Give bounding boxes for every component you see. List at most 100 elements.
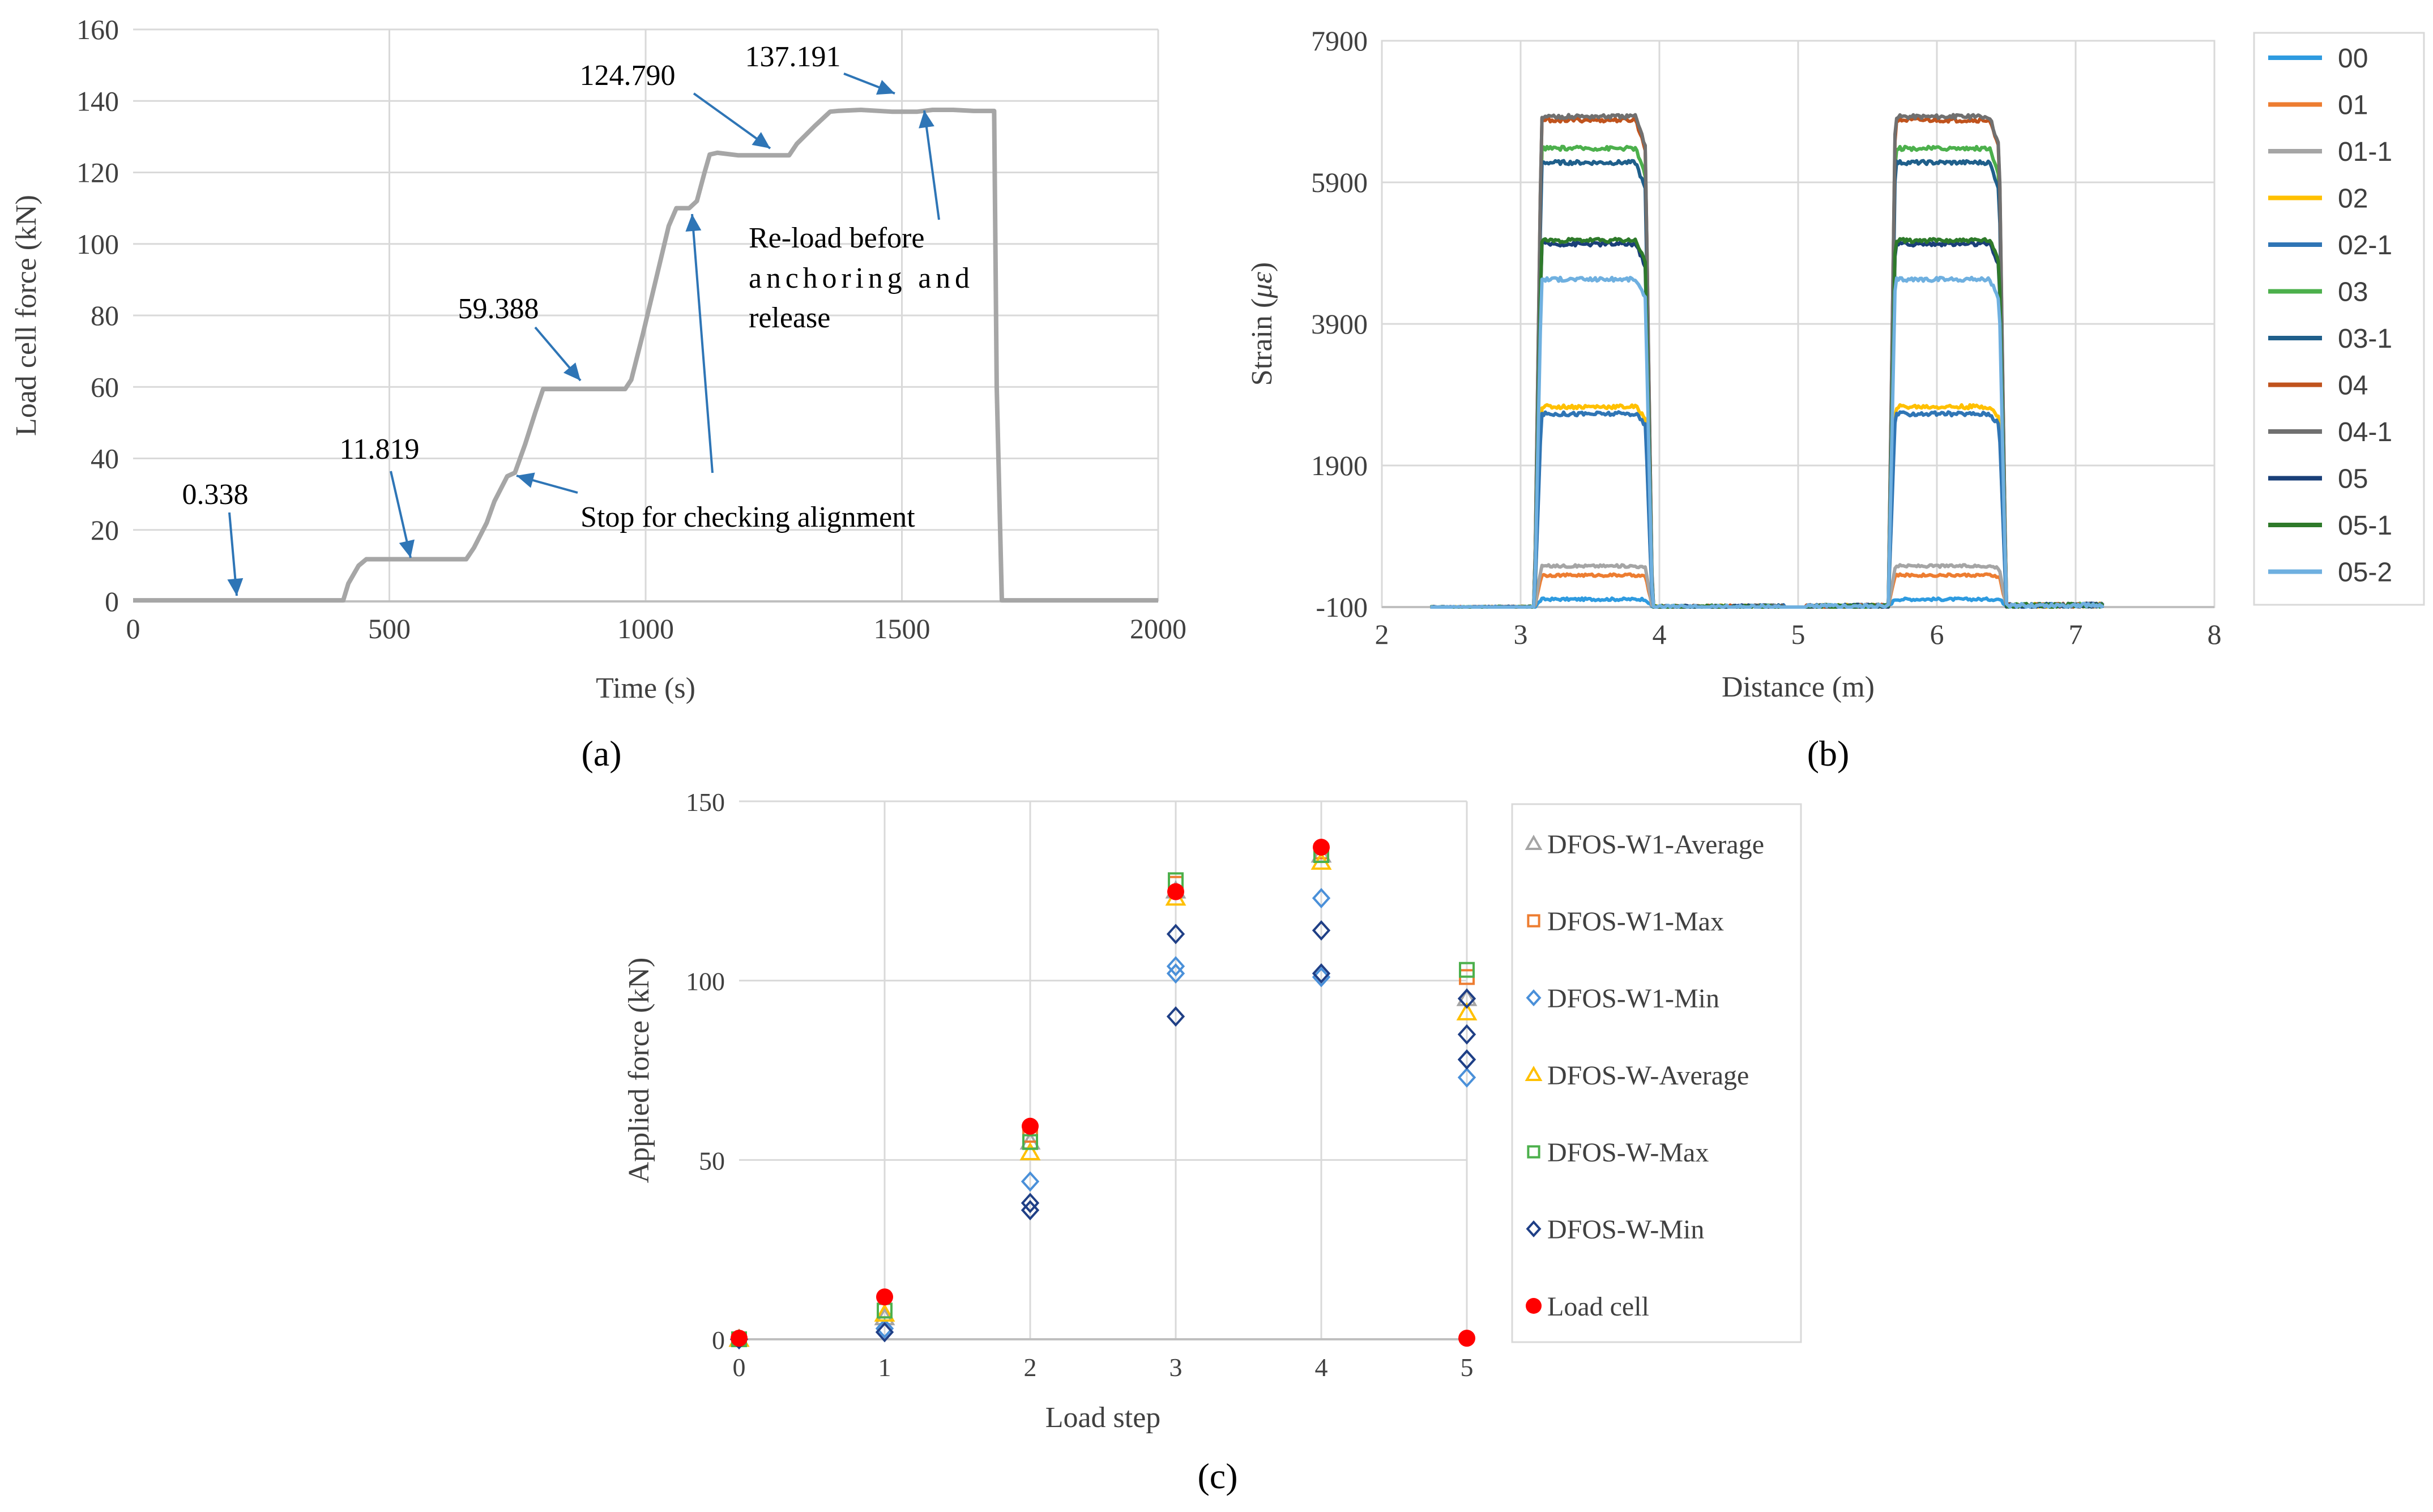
chart-b-y-tick: 7900 <box>1311 25 1368 57</box>
chart-c-point <box>1022 1117 1039 1135</box>
chart-b-legend-label: 05-1 <box>2338 511 2392 541</box>
chart-a-x-tick: 1500 <box>874 613 930 644</box>
chart-b-legend-label: 04-1 <box>2338 417 2392 447</box>
chart-c-legend-marker <box>1526 1298 1542 1314</box>
chart-a-value-label: 11.819 <box>339 433 419 465</box>
chart-a-value-label: 137.191 <box>745 41 841 73</box>
chart-c-y-axis-label: Applied force (kN) <box>623 958 655 1184</box>
chart-b: 2 3 4 5 6 7 8 -100 1900 3900 5900 7900 00 01 01-1 02 02… <box>1246 25 2425 774</box>
chart-c-legend-marker <box>1527 914 1540 928</box>
chart-b-y-axis-label: Strain (με) <box>1246 262 1278 386</box>
chart-a-arrow-stop-2 <box>691 213 714 473</box>
chart-c-point <box>1019 1142 1041 1160</box>
chart-b-panel-label: (b) <box>1807 733 1850 774</box>
chart-b-legend-label: 00 <box>2338 44 2368 74</box>
chart-c-point <box>1021 1171 1040 1192</box>
chart-b-x-axis-label: Distance (m) <box>1722 671 1875 703</box>
chart-c-point <box>1312 963 1331 984</box>
chart-c-x-tick: 1 <box>878 1353 891 1382</box>
chart-a-y-tick: 100 <box>76 228 119 260</box>
chart-c-legend-marker <box>1526 989 1542 1006</box>
chart-b-legend: 00 01 01-1 02 02-1 03 03-1 04 04-1 05 05-1 05-2 <box>2253 32 2425 606</box>
chart-c-point <box>1459 962 1475 978</box>
chart-a-value-labels: 0.338 11.819 59.388 124.790 137.191 <box>182 41 940 596</box>
chart-a-y-tick: 0 <box>105 586 119 617</box>
chart-c-panel-label: (c) <box>1197 1456 1237 1496</box>
chart-c-point <box>1166 924 1185 945</box>
chart-b-y-tick: 5900 <box>1311 166 1368 198</box>
chart-c-x-tick: 2 <box>1024 1353 1037 1382</box>
chart-c-x-tick: 0 <box>733 1353 746 1382</box>
chart-b-series <box>1430 113 2105 609</box>
chart-a-annotation-reload-3: release <box>749 302 830 334</box>
chart-c-point <box>1457 1067 1476 1088</box>
chart-c-point <box>1313 839 1330 856</box>
chart-a-arrow-3-head <box>752 132 770 148</box>
chart-b-x-tick: 2 <box>1375 618 1389 650</box>
chart-b-axes: 2 3 4 5 6 7 8 -100 1900 3900 5900 7900 <box>1311 25 2222 650</box>
chart-c-y-tick: 100 <box>686 967 725 996</box>
chart-c-grid <box>739 800 1468 1339</box>
chart-a-value-label: 59.388 <box>458 293 539 325</box>
chart-c-point <box>1166 1006 1185 1027</box>
chart-a-y-axis-label: Load cell force (kN) <box>10 195 42 436</box>
chart-a-y-tick: 60 <box>91 371 119 403</box>
chart-c-legend-marker <box>1525 834 1543 850</box>
chart-b-legend-label: 03 <box>2338 277 2368 307</box>
chart-a-x-tick: 500 <box>368 613 411 644</box>
chart-b-y-tick: -100 <box>1316 591 1368 623</box>
chart-c-y-tick: 50 <box>699 1146 725 1175</box>
chart-a-value-label: 0.338 <box>182 479 249 511</box>
chart-c-point <box>1456 1002 1478 1020</box>
chart-c-legend-label: DFOS-W-Average <box>1547 1061 1749 1091</box>
chart-a-load-line <box>133 108 1158 603</box>
chart-a-value-label: 124.790 <box>580 59 676 92</box>
chart-c-point <box>875 1318 894 1339</box>
chart-c-point <box>1457 988 1476 1009</box>
chart-a-arrow-stop-1-head <box>517 472 535 488</box>
chart-c-point <box>1458 1330 1475 1347</box>
chart-c-series <box>728 839 1478 1349</box>
chart-b-x-tick: 4 <box>1653 618 1667 650</box>
chart-c-x-axis-label: Load step <box>1045 1402 1161 1434</box>
chart-b-y-tick: 1900 <box>1311 450 1368 481</box>
chart-a-annotation-stop: Stop for checking alignment <box>580 501 915 533</box>
chart-b-x-tick: 3 <box>1514 618 1528 650</box>
chart-c-point <box>1457 1049 1476 1070</box>
chart-a-y-tick: 160 <box>76 14 119 45</box>
chart-c-x-tick: 5 <box>1461 1353 1474 1382</box>
chart-c-legend-box <box>1511 803 1802 1343</box>
chart-a-y-tick: 40 <box>91 443 119 475</box>
chart-a-arrow-0-head <box>227 578 244 596</box>
chart-b-legend-label: 05-2 <box>2338 558 2392 588</box>
chart-c-point <box>874 1303 895 1322</box>
chart-c-legend: DFOS-W1-Average DFOS-W1-Max DFOS-W1-Min DFO… <box>1511 803 1802 1343</box>
chart-c-legend-marker <box>1527 1145 1540 1159</box>
chart-a-arrow-2-head <box>563 362 580 381</box>
chart-b-legend-label: 04 <box>2338 371 2368 401</box>
chart-b-legend-label: 03-1 <box>2338 324 2392 354</box>
chart-c-x-tick: 4 <box>1315 1353 1328 1382</box>
chart-c-point <box>1022 1134 1038 1150</box>
chart-a-annotation-reload-2: anchoring and <box>749 262 970 294</box>
chart-a-arrow-reload-head <box>919 110 934 129</box>
chart-a-arrow-reload <box>923 110 940 220</box>
chart-c-point <box>1166 956 1185 977</box>
chart-c-point <box>1021 1193 1040 1214</box>
chart-c-point <box>1312 967 1331 988</box>
chart-a-arrow-stop-2-head <box>685 214 702 232</box>
chart-c-legend-label: DFOS-W1-Min <box>1547 984 1719 1014</box>
chart-c-legend-label: Load cell <box>1547 1292 1649 1322</box>
chart-c-point <box>1312 888 1331 908</box>
chart-a-axes: 0 500 1000 1500 2000 0 20 40 60 80 100 120 140 160 <box>76 14 1186 644</box>
chart-a-y-tick: 20 <box>91 514 119 546</box>
chart-b-legend-box <box>2253 32 2425 606</box>
chart-b-x-tick: 5 <box>1791 618 1805 650</box>
chart-a-arrow-1-head <box>399 539 415 558</box>
chart-c-legend-marker <box>1526 1220 1542 1237</box>
chart-b-y-label-prefix: Strain ( <box>1246 298 1278 386</box>
chart-a-x-tick: 1000 <box>617 613 674 644</box>
chart-b-x-tick: 6 <box>1930 618 1944 650</box>
